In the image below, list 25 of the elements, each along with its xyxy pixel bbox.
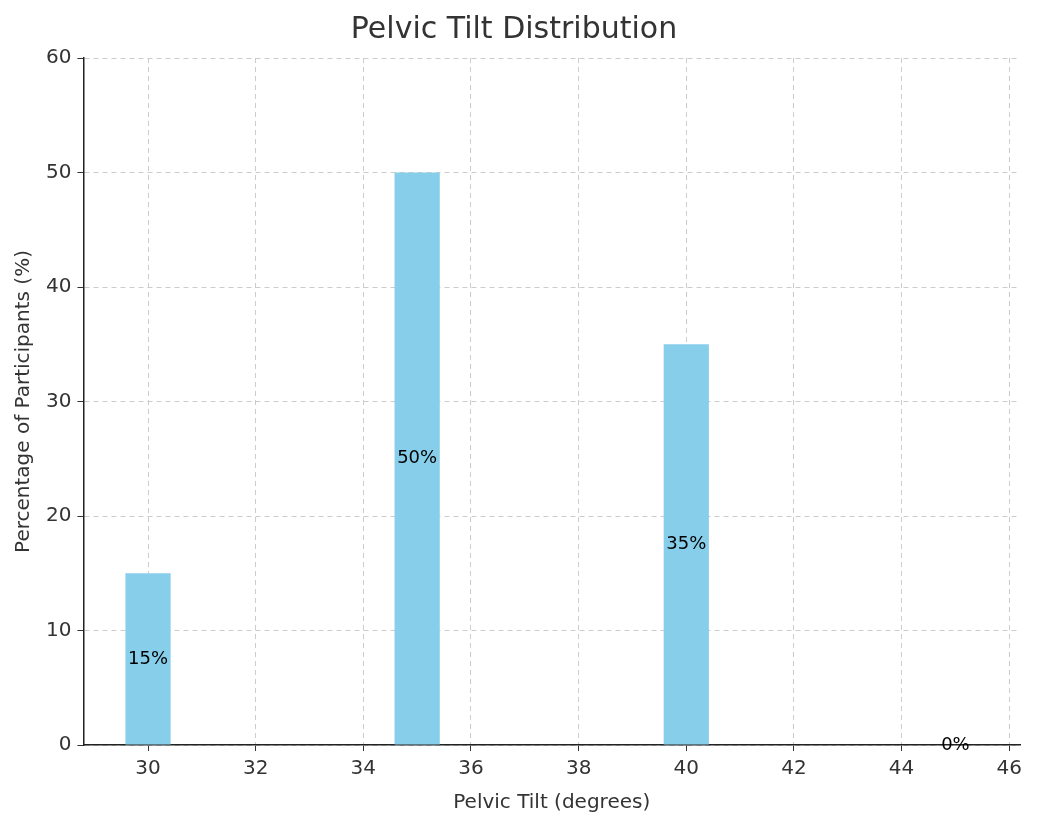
bar (394, 172, 440, 745)
y-tick-label: 60 (46, 44, 72, 69)
bar (125, 573, 171, 745)
y-tick-label: 50 (46, 158, 72, 183)
y-tick-label: 10 (46, 616, 72, 641)
bar (663, 344, 709, 745)
x-tick-label: 38 (565, 755, 592, 780)
chart-title: Pelvic Tilt Distribution (350, 9, 678, 45)
x-tick-label: 34 (350, 755, 377, 780)
y-axis-title: Percentage of Participants (%) (10, 250, 35, 553)
y-tick-label: 0 (58, 731, 72, 756)
x-tick-label: 40 (673, 755, 700, 780)
x-axis-title: Pelvic Tilt (degrees) (453, 789, 651, 814)
x-tick-label: 32 (242, 755, 269, 780)
y-tick-label: 30 (46, 387, 72, 412)
data-label: 50% (397, 446, 438, 468)
y-tick-label: 40 (46, 273, 72, 298)
data-label: 15% (128, 646, 169, 668)
x-tick-label: 46 (996, 755, 1022, 780)
data-label: 35% (666, 532, 707, 554)
x-tick-label: 30 (135, 755, 161, 780)
y-tick-label: 20 (46, 502, 72, 527)
x-tick-label: 44 (888, 755, 915, 780)
x-tick-label: 36 (458, 755, 484, 780)
x-tick-label: 42 (781, 755, 807, 780)
